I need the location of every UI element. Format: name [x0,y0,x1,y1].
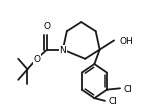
Text: OH: OH [119,37,133,45]
Text: Cl: Cl [123,84,132,93]
Text: O: O [33,55,40,64]
Text: Cl: Cl [108,96,117,105]
Text: O: O [44,22,51,31]
Text: N: N [59,46,66,55]
